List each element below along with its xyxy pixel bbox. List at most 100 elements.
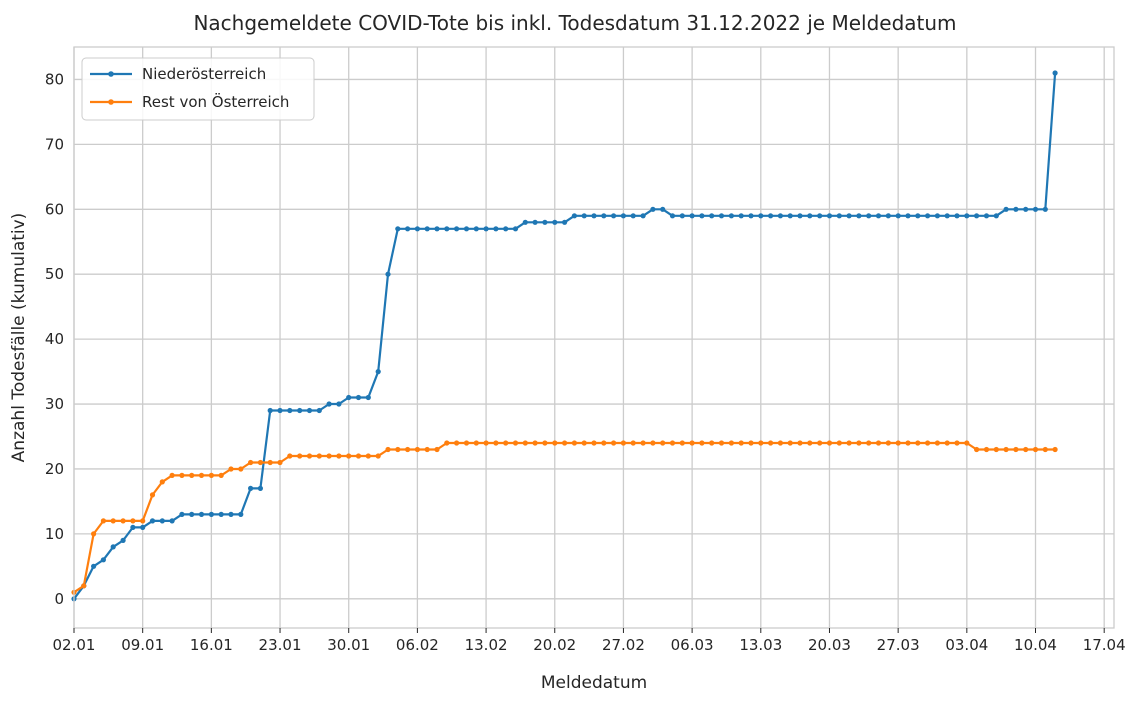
data-point [326,401,332,407]
data-point [866,440,872,446]
plot-frame [73,46,1115,629]
data-point [669,440,676,446]
data-point [846,213,852,219]
x-tick-label: 20.02 [533,636,576,654]
data-point [346,453,352,459]
data-point [120,537,126,544]
data-point [532,440,538,446]
data-point [944,440,950,446]
legend-label: Niederösterreich [142,65,266,83]
data-point [601,213,607,219]
data-point [836,440,842,446]
data-point [297,453,303,459]
data-point [1023,206,1029,212]
data-point [434,446,440,453]
data-point [601,440,607,446]
data-point [983,446,990,453]
data-point [915,213,921,219]
y-tick-label: 30 [45,395,64,413]
data-point [140,524,146,531]
data-point [640,213,646,219]
data-point [944,213,950,219]
data-point [248,485,254,491]
data-point [1052,446,1058,453]
y-tick-labels: 0 10 20 30 40 50 60 70 80 [45,70,64,607]
data-point [826,440,833,446]
data-point [522,440,528,446]
data-point [542,219,548,225]
data-point [473,440,479,446]
x-tick-label: 06.03 [671,636,714,654]
data-point [483,440,489,446]
data-point [483,226,489,232]
data-point [503,226,509,232]
data-point [817,440,823,446]
y-tick-label: 70 [45,135,64,153]
data-point [140,518,146,524]
legend-item-niederoesterreich: Niederösterreich [90,65,266,83]
x-tick-label: 02.01 [53,636,96,654]
data-point [650,206,656,212]
data-point [287,407,293,414]
data-point [758,440,764,446]
data-point [522,219,528,225]
legend: Niederösterreich Rest von Österreich [81,57,315,121]
data-point [493,226,499,232]
data-point [718,440,725,446]
data-point [954,440,960,446]
series-rest-von-oesterreich [71,440,1058,595]
x-tick-label: 27.02 [602,636,645,654]
data-point [110,544,116,550]
data-point [777,213,784,219]
data-point [689,440,695,446]
data-point [267,459,273,466]
data-point [463,226,470,232]
data-point [91,531,97,537]
data-point [905,440,911,446]
data-point [277,407,283,414]
series-niederoesterreich [71,70,1058,602]
data-point [768,213,774,219]
data-point [611,213,617,219]
data-point [856,213,862,219]
data-point [238,511,244,517]
x-tick-label: 10.04 [1014,636,1057,654]
y-tick-label: 20 [45,460,64,478]
data-point [787,213,793,219]
data-point [375,453,381,459]
data-point [228,466,234,472]
data-point [336,401,342,407]
y-tick-label: 60 [45,200,64,218]
data-point [365,453,371,459]
data-point [189,511,195,517]
data-point [846,440,852,446]
series-layer [71,70,1058,602]
data-point [297,407,303,414]
data-point [905,213,911,219]
data-point [159,479,165,485]
data-point [100,557,106,563]
data-point [934,213,941,219]
data-point [591,440,597,446]
data-point [169,472,175,478]
data-point [149,492,156,498]
data-point [758,213,764,219]
data-point [699,440,705,446]
data-point [238,466,244,472]
x-tick-label: 09.01 [121,636,164,654]
data-point [728,440,735,446]
data-point [228,511,234,517]
data-point [444,440,450,446]
data-point [1032,206,1039,212]
data-point [562,219,568,225]
data-point [689,213,695,219]
y-tick-label: 80 [45,70,64,88]
x-tick-label: 17.04 [1083,636,1126,654]
data-point [552,440,558,446]
data-point [738,213,744,219]
data-point [434,226,440,232]
data-point [964,213,970,219]
data-point [169,518,175,524]
data-point [679,440,685,446]
